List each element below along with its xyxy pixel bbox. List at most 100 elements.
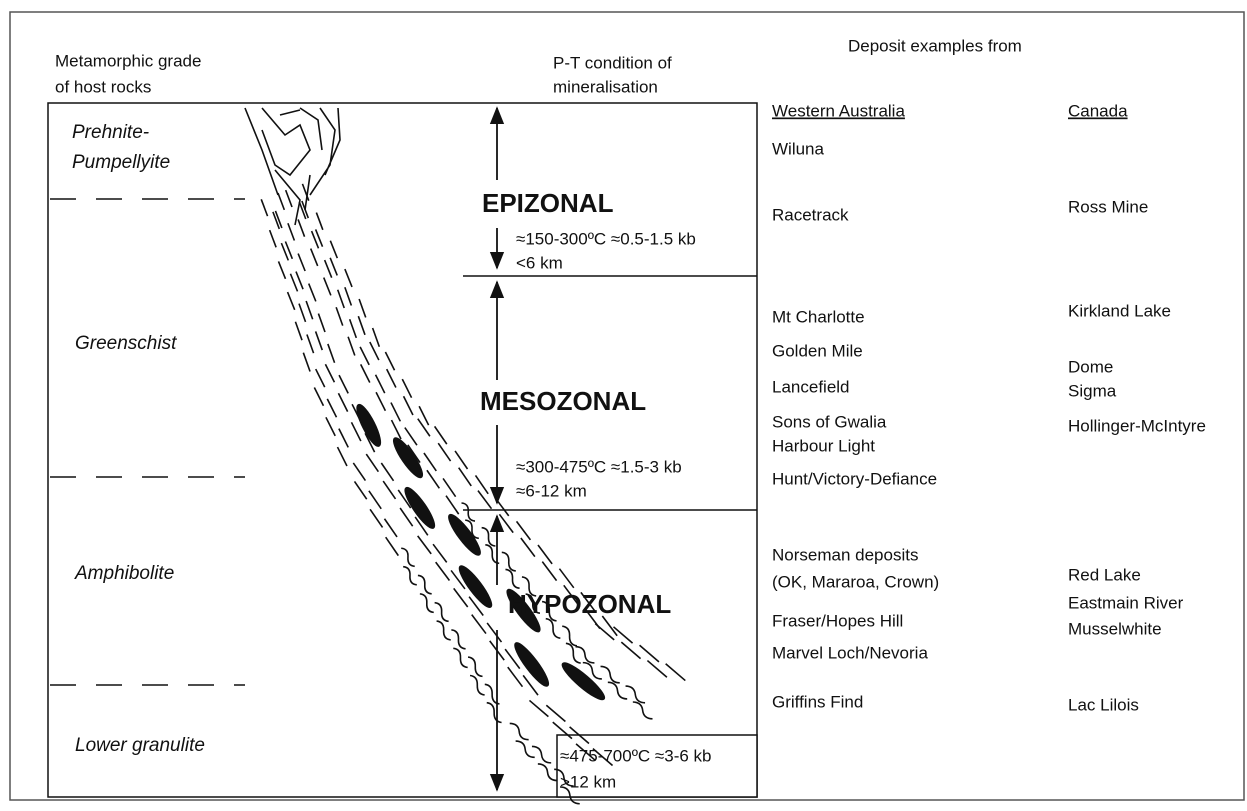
vein-stroke <box>403 565 417 586</box>
vein-stroke <box>419 593 434 614</box>
zone-dividers <box>463 275 758 798</box>
vein-stroke <box>322 277 332 296</box>
vein-lens <box>392 437 424 479</box>
vein-stroke <box>401 547 415 568</box>
vein-stroke <box>314 368 326 388</box>
vein-stroke <box>582 661 602 680</box>
vein-stroke <box>384 351 396 371</box>
vein-stroke <box>359 346 370 366</box>
vein-stroke <box>357 315 366 336</box>
vein-stroke <box>414 516 429 536</box>
vein-stroke <box>607 681 628 700</box>
vein-stroke <box>418 405 430 426</box>
vein-stroke <box>565 642 581 664</box>
deposit: Norseman deposits <box>772 545 918 564</box>
vein-stroke <box>310 230 320 249</box>
vein-stroke <box>486 701 502 724</box>
vein-stroke <box>325 416 336 437</box>
deposit: Hollinger-McIntyre <box>1068 416 1206 435</box>
vein-stroke <box>401 378 413 399</box>
vein-top <box>244 107 341 226</box>
vein-stroke <box>306 334 315 354</box>
vein-stroke <box>284 241 294 260</box>
vein-stroke <box>371 327 381 348</box>
vein-stroke <box>268 229 277 248</box>
vein-stroke <box>337 392 349 413</box>
vein-stroke <box>432 543 448 563</box>
vein-stroke <box>297 253 306 272</box>
vein-stroke <box>369 341 380 361</box>
vein-stroke <box>552 721 573 740</box>
vein-stroke <box>336 446 348 467</box>
vein-stroke <box>474 474 489 495</box>
vein-stroke <box>665 663 686 682</box>
vein-stroke <box>541 600 557 622</box>
vein-stroke <box>486 622 503 643</box>
vein-stroke <box>423 452 437 472</box>
vein-stroke <box>575 645 595 664</box>
vein-stroke <box>295 271 304 290</box>
vein-stroke <box>560 786 580 805</box>
vein-stroke <box>477 490 493 510</box>
deposit: Harbour Light <box>772 436 875 455</box>
vein-stroke <box>521 576 537 597</box>
zone-name: MESOZONAL <box>480 386 646 416</box>
deposit: Racetrack <box>772 205 849 224</box>
vein-stroke <box>505 568 520 590</box>
vein-stroke <box>359 364 371 383</box>
deposit: Lancefield <box>772 377 850 396</box>
vein-stroke <box>454 450 469 470</box>
vein-stroke <box>469 674 485 696</box>
vein-stroke <box>545 617 561 639</box>
vein-stroke <box>417 418 431 437</box>
vein-stroke <box>353 480 368 500</box>
vein-stroke <box>558 568 575 589</box>
vein-stroke <box>562 625 578 647</box>
vein-stroke <box>436 620 451 641</box>
vein-stroke <box>313 387 325 407</box>
vein-stroke <box>434 601 449 623</box>
vein-stroke <box>453 647 468 669</box>
vein-stroke <box>632 701 653 720</box>
grade-label: Lower granulite <box>75 735 205 756</box>
vein-stroke <box>646 659 668 678</box>
deposit: Golden Mile <box>772 341 863 360</box>
vein-stroke <box>327 343 336 364</box>
header: of host rocks <box>55 77 151 96</box>
deposit: Hunt/Victory-Defiance <box>772 469 937 488</box>
deposit: Fraser/Hopes Hill <box>772 611 903 630</box>
vein-stroke <box>620 641 642 660</box>
vein-stroke <box>465 519 479 540</box>
vein-stroke <box>344 268 353 288</box>
grade-label: Greenschist <box>75 333 177 354</box>
vein-stroke <box>467 656 483 678</box>
column-header: Canada <box>1068 101 1128 120</box>
vein-stroke <box>324 363 336 383</box>
deposit: Marvel Loch/Nevoria <box>772 643 928 662</box>
vein-stroke <box>639 644 660 663</box>
column-header: Western Australia <box>772 101 905 120</box>
vein-stroke <box>297 219 306 237</box>
hypo-box <box>556 734 758 798</box>
vein-stroke <box>435 561 451 581</box>
vein-lens <box>514 642 550 687</box>
vein-stroke <box>569 726 590 745</box>
vein-stroke <box>298 201 307 220</box>
vein-stroke <box>307 283 317 302</box>
vein-stroke <box>426 469 441 489</box>
vein-drawing <box>244 107 686 805</box>
vein-stroke <box>507 666 524 688</box>
vein-stroke <box>451 629 466 650</box>
vein-stroke <box>329 257 338 276</box>
vein-stroke <box>404 427 418 446</box>
zone-conditions: ≈475-700ºC ≈3-6 kb <box>560 746 712 765</box>
vein-stroke <box>485 543 500 565</box>
vein-stroke <box>314 229 324 247</box>
zone-depth: <6 km <box>516 253 563 272</box>
deposit: Sigma <box>1068 381 1117 400</box>
vein-stroke <box>417 574 432 595</box>
vein-stroke <box>390 402 402 422</box>
zone-depth: >12 km <box>560 772 616 791</box>
vein-stroke <box>383 518 398 538</box>
vein-stroke <box>358 298 367 318</box>
